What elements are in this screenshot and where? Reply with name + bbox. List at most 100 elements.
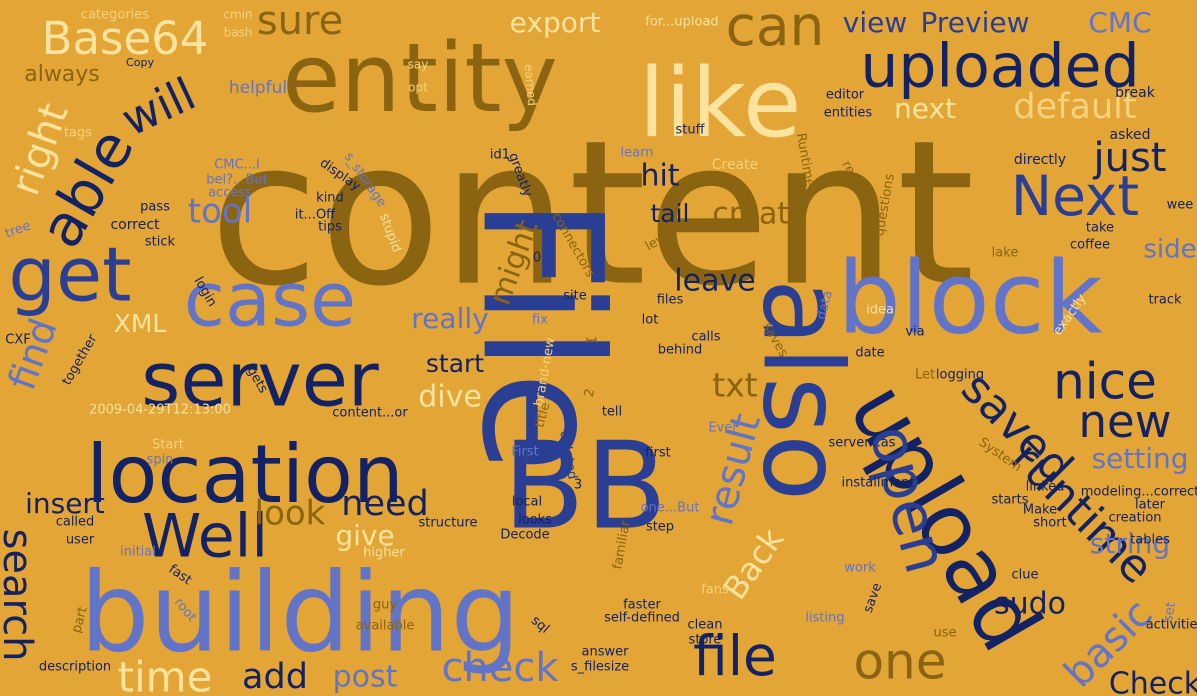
cloud-word: calls xyxy=(691,330,720,345)
cloud-word: called xyxy=(56,515,95,530)
cloud-word: take xyxy=(1086,221,1114,236)
cloud-word: idea xyxy=(866,303,894,318)
cloud-word: id1 xyxy=(490,148,510,163)
cloud-word: CMC xyxy=(1088,6,1151,39)
cloud-word: just xyxy=(1093,135,1167,181)
cloud-word: Next xyxy=(1011,164,1139,228)
cloud-word: Preview xyxy=(921,6,1030,39)
cloud-word: side xyxy=(1143,235,1196,265)
cloud-word: search xyxy=(0,529,40,662)
cloud-word: First xyxy=(511,445,538,460)
cloud-word: one...But xyxy=(641,501,700,516)
cloud-word: server...as xyxy=(828,436,895,451)
cloud-word: fix xyxy=(532,313,548,328)
cloud-word: answer xyxy=(582,645,630,660)
cloud-word: higher xyxy=(363,546,405,561)
cloud-word: 1 xyxy=(583,336,598,344)
cloud-word: Start xyxy=(152,438,184,453)
cloud-word: time xyxy=(118,653,213,696)
cloud-word: tool xyxy=(188,192,252,232)
cloud-word: string xyxy=(1090,527,1170,560)
cloud-word: store xyxy=(689,633,722,648)
cloud-word: clue xyxy=(1012,568,1039,583)
cloud-word: insert xyxy=(25,487,105,520)
cloud-word: CXF xyxy=(5,333,30,348)
cloud-word: bash xyxy=(224,26,253,40)
cloud-word: tags xyxy=(64,126,92,141)
cloud-word: kind xyxy=(316,191,344,206)
cloud-word: leave xyxy=(674,264,755,299)
cloud-word: stuff xyxy=(675,123,705,138)
cloud-word: look xyxy=(255,494,326,534)
cloud-word: can xyxy=(726,0,825,58)
cloud-word: export xyxy=(510,6,601,39)
cloud-word: also xyxy=(739,279,867,502)
cloud-word: site xyxy=(563,289,586,304)
cloud-word: 2009-04-29T12:13:00 xyxy=(89,403,231,418)
cloud-word: lake xyxy=(992,246,1019,261)
cloud-word: stick xyxy=(145,235,176,250)
cloud-word: title xyxy=(532,401,553,429)
cloud-word: step xyxy=(646,520,674,535)
cloud-word: tell xyxy=(602,405,622,420)
cloud-word: via xyxy=(905,325,924,340)
cloud-word: files xyxy=(657,293,684,308)
cloud-word: XML xyxy=(114,309,167,338)
cloud-word: user xyxy=(66,533,95,548)
cloud-word: nice xyxy=(1053,353,1157,411)
cloud-word: sudo xyxy=(994,587,1066,622)
cloud-word: BB xyxy=(503,418,668,557)
cloud-word: starts xyxy=(991,493,1028,508)
cloud-word: clean xyxy=(688,618,723,633)
cloud-word: self-defined xyxy=(604,611,680,626)
cloud-word: directly xyxy=(1014,152,1066,168)
cloud-word: get xyxy=(8,231,131,319)
cloud-word: default xyxy=(1013,87,1136,127)
cloud-word: always xyxy=(24,62,100,87)
cloud-word: local xyxy=(512,495,542,510)
cloud-word: faster xyxy=(623,598,661,613)
cloud-word: Create xyxy=(712,157,759,173)
cloud-word: 2 xyxy=(582,388,598,399)
cloud-word: access xyxy=(208,186,252,201)
cloud-word: really xyxy=(411,302,488,335)
cloud-word: date xyxy=(855,346,884,361)
cloud-word: create xyxy=(712,197,807,232)
cloud-word: start xyxy=(426,349,484,378)
cloud-word: entity xyxy=(282,24,558,134)
cloud-word: logging xyxy=(936,368,984,383)
cloud-word: behind xyxy=(658,343,703,358)
cloud-word: Copy xyxy=(126,56,154,69)
cloud-word: uploaded xyxy=(860,32,1139,102)
cloud-word: 0 xyxy=(533,251,541,266)
cloud-word: need xyxy=(341,484,428,524)
cloud-word: one xyxy=(853,633,946,691)
cloud-word: file xyxy=(693,624,777,688)
cloud-word: setting xyxy=(1091,442,1188,475)
cloud-word: it...Off xyxy=(295,208,336,223)
cloud-word: looks xyxy=(518,513,552,528)
cloud-word: Ever xyxy=(708,421,738,436)
cloud-word: earned xyxy=(522,63,540,106)
cloud-word: block xyxy=(837,239,1102,356)
cloud-word: part xyxy=(69,605,90,635)
cloud-word: modeling...correct xyxy=(1081,485,1197,500)
cloud-word: fans xyxy=(701,583,729,598)
cloud-word: building xyxy=(80,548,521,676)
cloud-word: spin xyxy=(147,453,174,468)
cloud-word: Decode xyxy=(500,528,549,543)
cloud-word: s_filesize xyxy=(571,660,629,675)
cloud-word: hit xyxy=(640,159,679,194)
cloud-word: opt xyxy=(408,81,428,95)
cloud-word: add xyxy=(242,657,308,696)
cloud-word: say xyxy=(408,58,429,72)
cloud-word: data xyxy=(814,289,836,321)
cloud-word: Make xyxy=(1023,503,1057,518)
cloud-word: dive xyxy=(418,380,482,415)
cloud-word: view xyxy=(843,6,907,39)
cloud-word: description xyxy=(39,660,111,675)
cloud-word: tail xyxy=(650,199,689,228)
cloud-word: new xyxy=(1078,395,1171,448)
